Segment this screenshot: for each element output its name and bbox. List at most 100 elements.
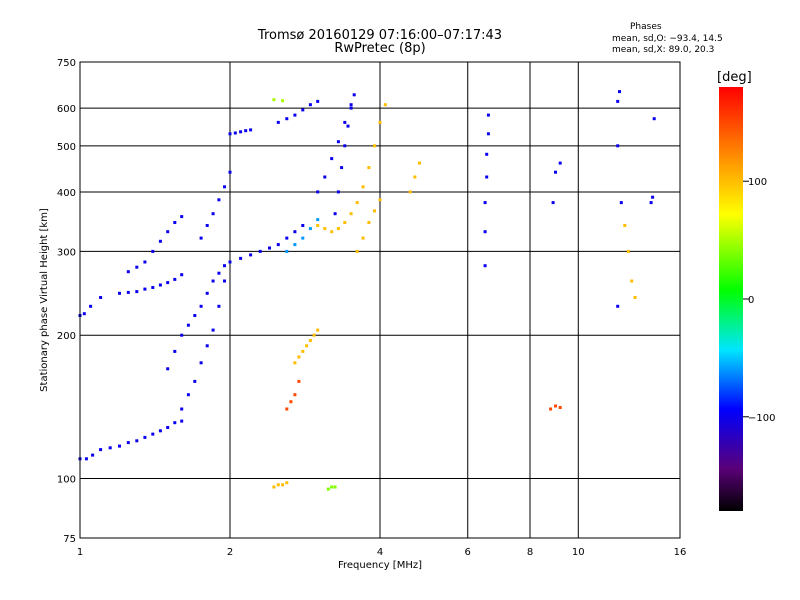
data-point	[554, 404, 557, 408]
x-axis-label: Frequency [MHz]	[338, 560, 422, 571]
x-tick-label: 16	[674, 547, 687, 558]
data-point	[233, 131, 237, 135]
data-point	[99, 296, 103, 299]
data-point	[173, 421, 177, 425]
data-point	[118, 291, 121, 295]
data-point	[151, 432, 155, 436]
x-tick-label: 8	[527, 547, 533, 558]
data-point	[158, 429, 162, 433]
data-point	[239, 130, 243, 134]
y-tick-label: 500	[57, 142, 76, 153]
data-point	[336, 140, 340, 144]
data-point	[355, 249, 359, 253]
data-point	[199, 236, 203, 240]
data-point	[349, 212, 353, 216]
data-point	[180, 215, 184, 219]
data-point	[652, 117, 656, 121]
data-point	[166, 367, 170, 371]
data-point	[285, 117, 289, 121]
data-point	[180, 273, 184, 277]
data-point	[633, 296, 637, 299]
data-point	[330, 485, 334, 489]
data-point	[244, 129, 248, 133]
data-point	[293, 243, 297, 247]
data-point	[239, 256, 243, 260]
data-point	[618, 90, 621, 94]
data-point	[223, 264, 226, 268]
data-point	[619, 201, 623, 205]
data-point	[173, 221, 177, 224]
data-point	[158, 239, 162, 243]
colorbar-tick-label: −100	[748, 413, 775, 424]
data-point	[166, 281, 170, 285]
data-point	[349, 103, 353, 107]
data-point	[367, 221, 371, 224]
data-point	[651, 195, 655, 199]
y-tick-label: 200	[57, 331, 76, 342]
data-point	[99, 448, 103, 452]
data-point	[151, 286, 155, 289]
y-axis-label: Stationary phase Virtual Height [km]	[39, 208, 50, 392]
data-point	[301, 108, 305, 112]
data-point	[166, 426, 170, 429]
data-point	[316, 218, 320, 222]
data-point	[180, 419, 184, 423]
data-point	[336, 190, 340, 194]
stats-heading: Phases	[630, 22, 662, 32]
colorbar-tick-label: 0	[748, 295, 754, 306]
y-tick-label: 75	[63, 534, 76, 545]
data-point	[228, 132, 232, 136]
data-point	[217, 271, 221, 275]
data-point	[346, 124, 350, 128]
x-axis: 1 2 4 6 8 10 16	[77, 547, 687, 558]
data-point	[293, 393, 297, 397]
data-point	[223, 185, 226, 189]
data-point	[289, 400, 293, 404]
data-point	[378, 198, 382, 202]
data-point	[173, 349, 177, 353]
grid-lines	[80, 62, 680, 538]
data-point	[485, 152, 489, 156]
data-point	[418, 161, 421, 165]
data-point	[135, 265, 139, 269]
data-point	[135, 439, 139, 443]
y-tick-label: 100	[57, 475, 76, 486]
data-point	[367, 166, 371, 170]
data-point	[143, 435, 147, 439]
data-point	[228, 260, 232, 264]
data-point	[361, 236, 365, 240]
data-point	[323, 175, 327, 179]
x-tick-label: 10	[572, 547, 585, 558]
data-point	[199, 304, 203, 308]
data-point	[143, 260, 147, 264]
data-point	[199, 361, 203, 365]
data-point	[486, 113, 490, 117]
data-point	[558, 161, 562, 165]
data-point	[616, 99, 620, 103]
data-point	[193, 379, 197, 383]
data-point	[276, 120, 280, 124]
data-point	[211, 328, 215, 332]
data-point	[333, 485, 337, 489]
data-point	[308, 339, 312, 342]
data-point	[293, 361, 297, 365]
colorbar-tick-label: 100	[748, 177, 767, 188]
data-point	[316, 190, 320, 194]
data-point	[630, 279, 634, 283]
data-point	[316, 224, 320, 227]
data-point	[281, 483, 285, 487]
data-point	[352, 93, 356, 97]
colorbar-label: [deg]	[717, 70, 752, 85]
data-point	[84, 457, 88, 461]
data-point	[343, 120, 347, 124]
data-point	[126, 441, 130, 445]
y-tick-label: 600	[57, 104, 76, 115]
data-point	[308, 227, 312, 231]
data-point	[616, 304, 620, 308]
data-point	[483, 264, 487, 268]
color-bar	[719, 87, 743, 511]
data-point	[217, 198, 221, 202]
data-point	[323, 227, 327, 231]
data-point	[308, 103, 312, 107]
data-point	[108, 446, 112, 450]
